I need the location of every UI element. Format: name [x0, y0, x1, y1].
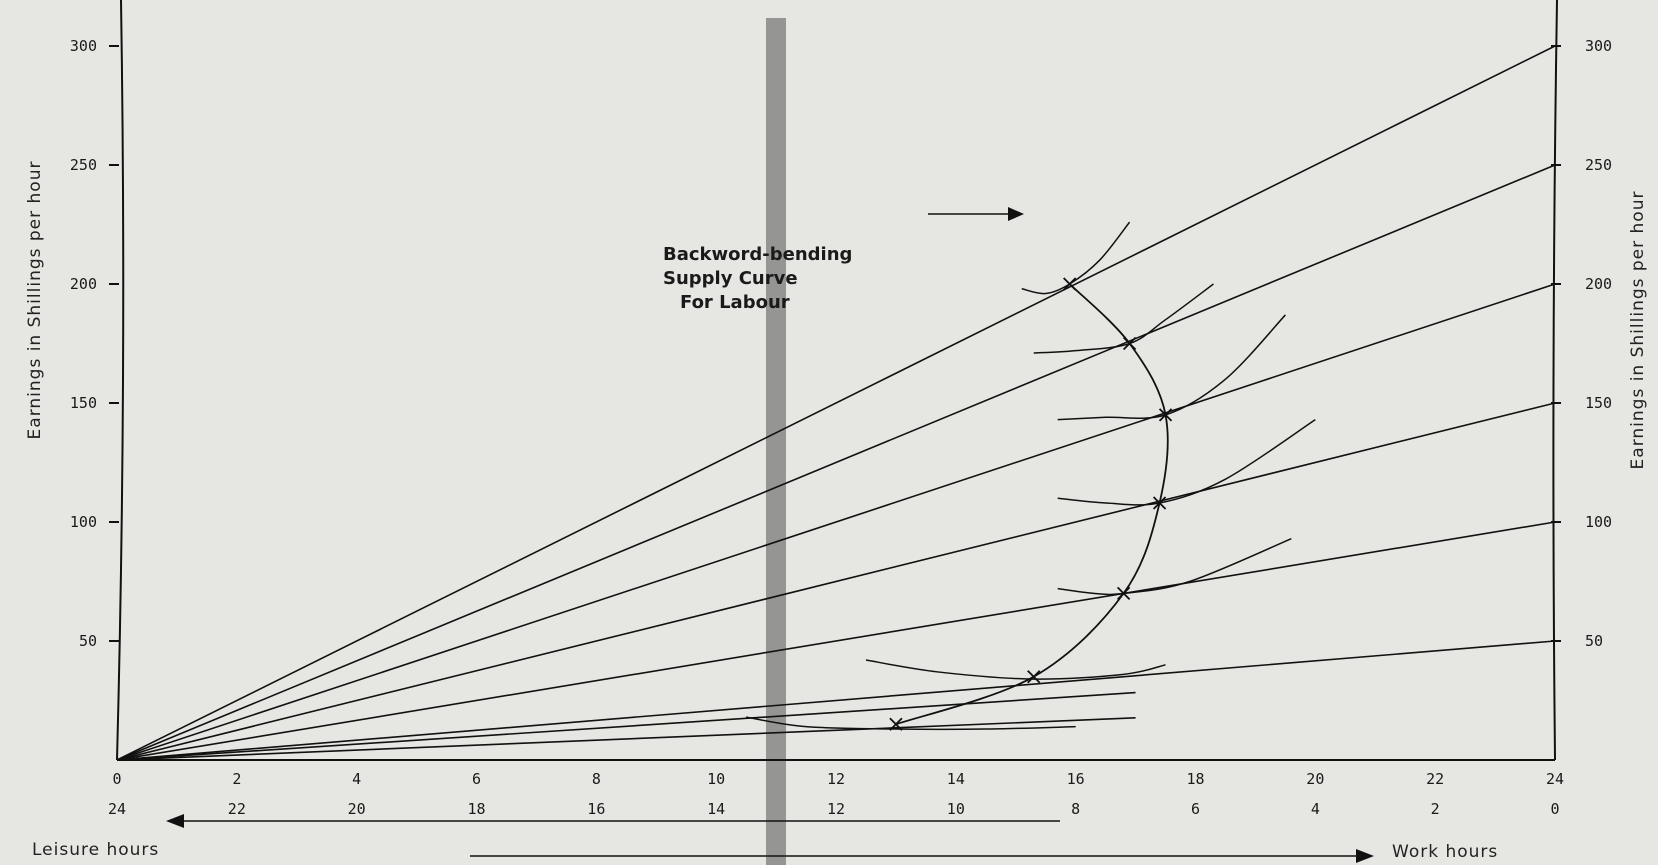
x-work-tick-label: 10 [707, 770, 725, 788]
x-work-tick-label: 6 [472, 770, 481, 788]
budget-line [116, 283, 1556, 761]
tangency-point [1158, 408, 1173, 422]
x-leisure-tick-label: 18 [467, 800, 485, 818]
work-hours-label: Work hours [1392, 842, 1498, 862]
x-leisure-tick-label: 4 [1311, 800, 1320, 818]
x-work-tick-label: 4 [352, 770, 361, 788]
tangency-mark-stroke [889, 717, 903, 731]
y-right-tick-label: 200 [1585, 275, 1612, 293]
x-leisure-tick-label: 2 [1431, 800, 1440, 818]
indifference-curve [1057, 314, 1286, 421]
y-right-tick-label: 250 [1585, 156, 1612, 174]
leisure-hours-label: Leisure hours [32, 840, 159, 860]
y-right-tick-label: 300 [1585, 37, 1612, 55]
y-right-axis-line [1552, 0, 1558, 761]
budget-line [116, 45, 1556, 761]
y-left-tick-label: 200 [70, 275, 97, 293]
x-leisure-tick-label: 8 [1071, 800, 1080, 818]
y-right-axis-title: Earnings in Shillings per hour [1628, 191, 1648, 470]
x-work-tick-label: 20 [1306, 770, 1324, 788]
leisure-arrow [166, 814, 1060, 828]
x-work-tick-label: 24 [1546, 770, 1564, 788]
y-right-tick-label: 50 [1585, 632, 1603, 650]
x-work-tick-label: 22 [1426, 770, 1444, 788]
x-leisure-tick-label: 6 [1191, 800, 1200, 818]
work-arrow [470, 849, 1374, 863]
tangency-point [889, 717, 903, 731]
supply-curve-group [889, 277, 1173, 731]
annotation-line-3: For Labour [680, 292, 790, 313]
tangency-mark-stroke [1116, 586, 1131, 601]
indifference-curve [865, 659, 1166, 680]
tangency-point [1063, 277, 1077, 291]
tangency-mark-stroke [1122, 336, 1137, 351]
indifference-curve [1021, 221, 1131, 295]
axes [109, 0, 1561, 761]
x-leisure-tick-label: 14 [707, 800, 725, 818]
y-left-axis-title: Earnings in Shillings per hour [25, 161, 45, 440]
x-work-tick-label: 2 [232, 770, 241, 788]
tangency-mark-stroke [1152, 496, 1167, 510]
tangency-point [1122, 336, 1137, 351]
x-work-tick-label: 12 [827, 770, 845, 788]
x-work-tick-label: 8 [592, 770, 601, 788]
x-work-tick-label: 16 [1067, 770, 1085, 788]
y-left-axis-line [116, 0, 125, 761]
x-work-tick-label: 18 [1186, 770, 1204, 788]
y-left-tick-label: 150 [70, 394, 97, 412]
scan-strip [766, 18, 786, 865]
x-leisure-tick-label: 0 [1550, 800, 1559, 818]
tangency-mark-stroke [1027, 670, 1041, 684]
y-left-tick-label: 50 [79, 632, 97, 650]
tangency-point [1152, 496, 1167, 510]
x-leisure-tick-label: 16 [587, 800, 605, 818]
x-leisure-tick-label: 10 [947, 800, 965, 818]
tangency-point [1116, 586, 1131, 601]
indifference-curve [1057, 537, 1292, 596]
x-work-tick-label: 0 [112, 770, 121, 788]
indifference-curve [746, 716, 1076, 731]
indifference-curves [746, 221, 1316, 731]
y-right-tick-label: 150 [1585, 394, 1612, 412]
budget-lines [116, 45, 1556, 761]
indifference-curve [1057, 419, 1316, 506]
annotation-line-2: Supply Curve [663, 268, 798, 289]
y-left-tick-label: 100 [70, 513, 97, 531]
x-leisure-tick-label: 20 [348, 800, 366, 818]
y-right-tick-label: 100 [1585, 513, 1612, 531]
budget-line-short [116, 717, 1136, 761]
budget-line-short [116, 691, 1136, 761]
budget-line [116, 164, 1556, 761]
budget-line [116, 640, 1556, 761]
budget-line [116, 521, 1556, 761]
annotation-line-1: Backword-bending [663, 244, 852, 265]
y-left-tick-label: 250 [70, 156, 97, 174]
x-work-tick-label: 14 [947, 770, 965, 788]
tangency-mark-stroke [1158, 408, 1173, 422]
x-leisure-tick-label: 12 [827, 800, 845, 818]
x-leisure-tick-label: 22 [228, 800, 246, 818]
annotation-arrow [928, 207, 1024, 221]
tangency-mark-stroke [1063, 277, 1077, 291]
tangency-point [1027, 670, 1041, 684]
x-leisure-tick-label: 24 [108, 800, 126, 818]
y-left-tick-label: 300 [70, 37, 97, 55]
budget-line [116, 402, 1556, 761]
